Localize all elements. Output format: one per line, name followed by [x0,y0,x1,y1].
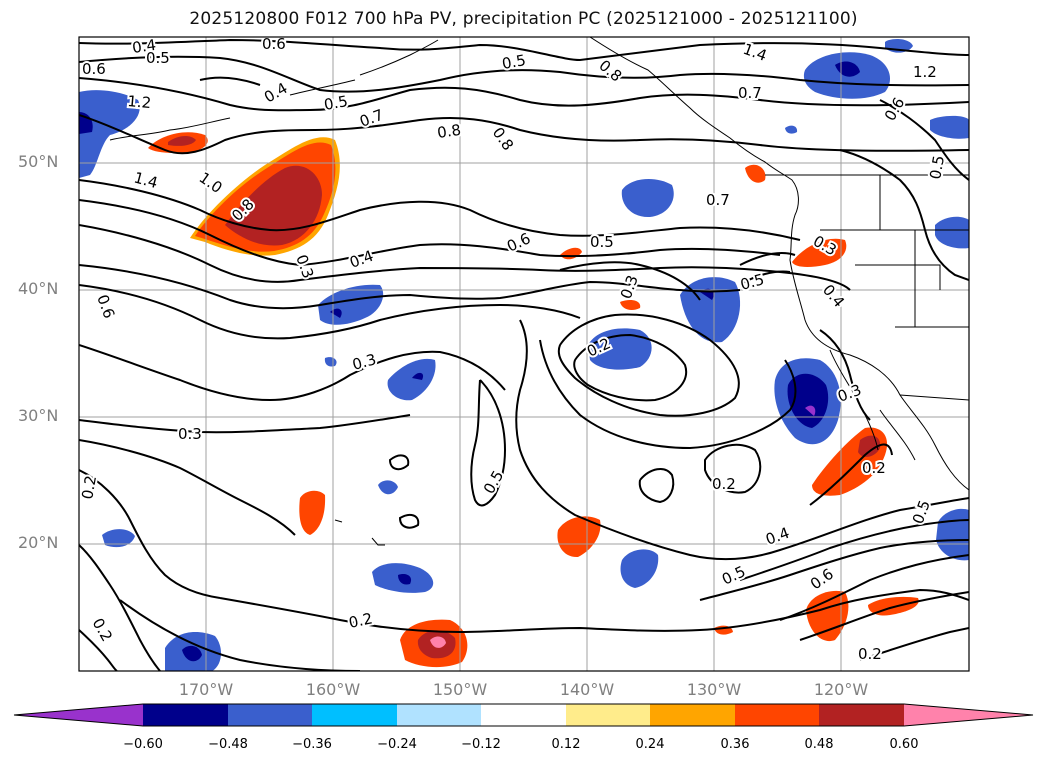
colorbar-segment [312,704,397,726]
contour-label: 0.2 [862,459,886,477]
contour-label: 0.6 [82,60,106,78]
colorbar [13,703,1034,727]
lon-label-150w: 150°W [432,680,488,699]
lat-label-50n: 50°N [18,152,59,171]
colorbar-segment [228,704,312,726]
lat-label-20n: 20°N [18,533,59,552]
contour-label: 0.8 [436,121,462,142]
lon-label-120w: 120°W [813,680,869,699]
lat-label-30n: 30°N [18,406,59,425]
map-title: 2025120800 F012 700 hPa PV, precipitatio… [189,9,858,29]
contour-label: 0.6 [262,35,286,53]
colorbar-segment [397,704,481,726]
colorbar-low-extension [14,704,143,726]
colorbar-tick-label: −0.36 [292,737,332,752]
colorbar-segment [819,704,904,726]
contour-label: 0.4 [131,36,157,57]
colorbar-tick-label: 0.12 [551,737,581,752]
contour-label: 0.5 [590,233,614,251]
colorbar-segment [481,704,566,726]
contour-label: 0.2 [858,645,882,663]
colorbar-tick-label: 0.24 [635,737,665,752]
contour-label: 1.2 [913,63,937,81]
colorbar-segment [143,704,228,726]
colorbar-tick-label: 0.36 [720,737,750,752]
lon-label-130w: 130°W [686,680,742,699]
colorbar-tick-label: −0.48 [208,737,248,752]
contour-label: 0.7 [706,191,730,209]
colorbar-segment [650,704,735,726]
graticule [79,37,969,671]
colorbar-high-extension [904,704,1033,726]
coastlines [109,37,969,546]
colorbar-tick-label: 0.60 [889,737,919,752]
colorbar-segment [735,704,819,726]
map-border [78,36,970,672]
lon-label-140w: 140°W [559,680,615,699]
colorbar-tick-label: −0.24 [377,737,417,752]
contour-label: 0.2 [712,475,736,493]
colorbar-tick-label: −0.12 [461,737,501,752]
map-area [79,37,969,671]
colorbar-tick-label: −0.60 [123,737,163,752]
contour-label: 0.5 [146,49,170,67]
contour-label: 1.2 [127,92,152,112]
lat-label-40n: 40°N [18,279,59,298]
lon-label-160w: 160°W [305,680,361,699]
precip-anomaly-shading [79,38,969,671]
colorbar-tick-label: 0.48 [804,737,834,752]
pv-contours [79,38,969,671]
contour-label: 0.7 [738,84,762,102]
colorbar-segment [566,704,650,726]
contour-label: 0.3 [178,425,202,443]
lon-label-170w: 170°W [178,680,234,699]
